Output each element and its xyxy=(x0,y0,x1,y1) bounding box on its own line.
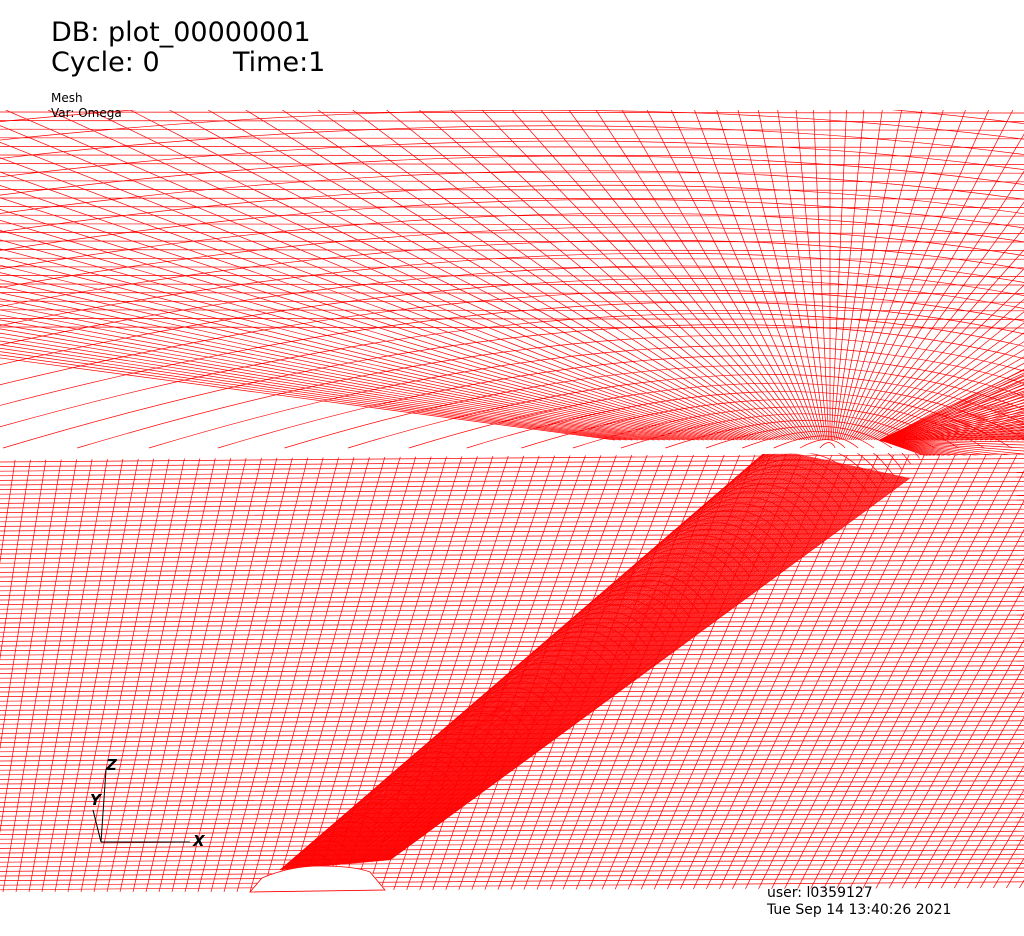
upper-mesh-region xyxy=(0,110,1024,462)
cycle-time-line: Cycle: 0 Time:1 xyxy=(51,47,325,78)
cylinder-hole xyxy=(249,865,386,893)
lower-mesh-region xyxy=(0,453,1024,892)
wake-mesh-region xyxy=(279,452,920,874)
time-label: Time:1 xyxy=(233,47,326,78)
x-axis-label: X xyxy=(192,832,206,850)
cycle-label: Cycle: 0 xyxy=(51,47,160,78)
user-label: user: l0359127 xyxy=(767,885,873,901)
user-info: user: l0359127 Tue Sep 14 13:40:26 2021 xyxy=(767,885,951,919)
plot-type-label: Mesh xyxy=(51,91,83,105)
plot-legend: Mesh Var: Omega xyxy=(51,91,122,121)
axis-triad xyxy=(92,769,190,843)
z-axis-label: Z xyxy=(105,756,118,774)
variable-label: Var: Omega xyxy=(51,106,122,120)
y-axis-line xyxy=(92,809,102,843)
y-axis-label: Y xyxy=(90,791,103,809)
date-label: Tue Sep 14 13:40:26 2021 xyxy=(767,902,952,918)
database-title: DB: plot_00000001 xyxy=(51,17,311,48)
z-axis-line xyxy=(100,769,107,843)
